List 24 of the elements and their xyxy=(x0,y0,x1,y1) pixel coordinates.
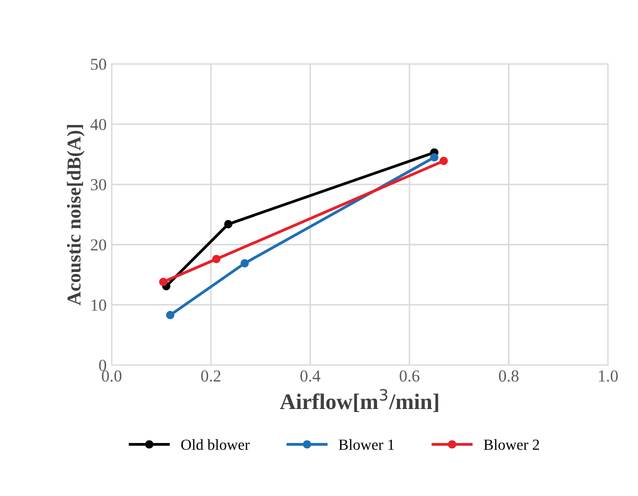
y-tick-label: 0 xyxy=(99,360,106,372)
point xyxy=(159,278,168,286)
x-axis-title: Airflow[m$^{3}$/min] xyxy=(280,388,438,412)
legend-label: Blower 1 xyxy=(338,439,394,450)
point xyxy=(240,259,249,268)
x-tick-label: 0.6 xyxy=(400,370,420,382)
y-tick-label: 40 xyxy=(90,118,106,130)
point xyxy=(440,156,448,166)
y-axis-title: Acoustic noise[dB(A)] xyxy=(66,124,85,306)
legend-label: Blower 2 xyxy=(484,439,540,450)
x-tick-label: 0.8 xyxy=(498,370,519,382)
x-tick-label: 0.2 xyxy=(201,370,220,382)
x-tick-label: 0.4 xyxy=(300,370,320,382)
legend-label: Old blower xyxy=(181,439,250,450)
y-tick-label: 50 xyxy=(91,58,106,70)
x-tick-label: 1.0 xyxy=(599,370,618,382)
y-tick-label: 30 xyxy=(90,179,106,190)
y-tick-label: 20 xyxy=(90,239,106,251)
x-tick-label: 0.0 xyxy=(102,370,122,382)
y-tick-label: 10 xyxy=(92,300,106,311)
point xyxy=(166,310,174,320)
point xyxy=(212,254,221,264)
point xyxy=(224,220,232,228)
point xyxy=(430,153,438,162)
